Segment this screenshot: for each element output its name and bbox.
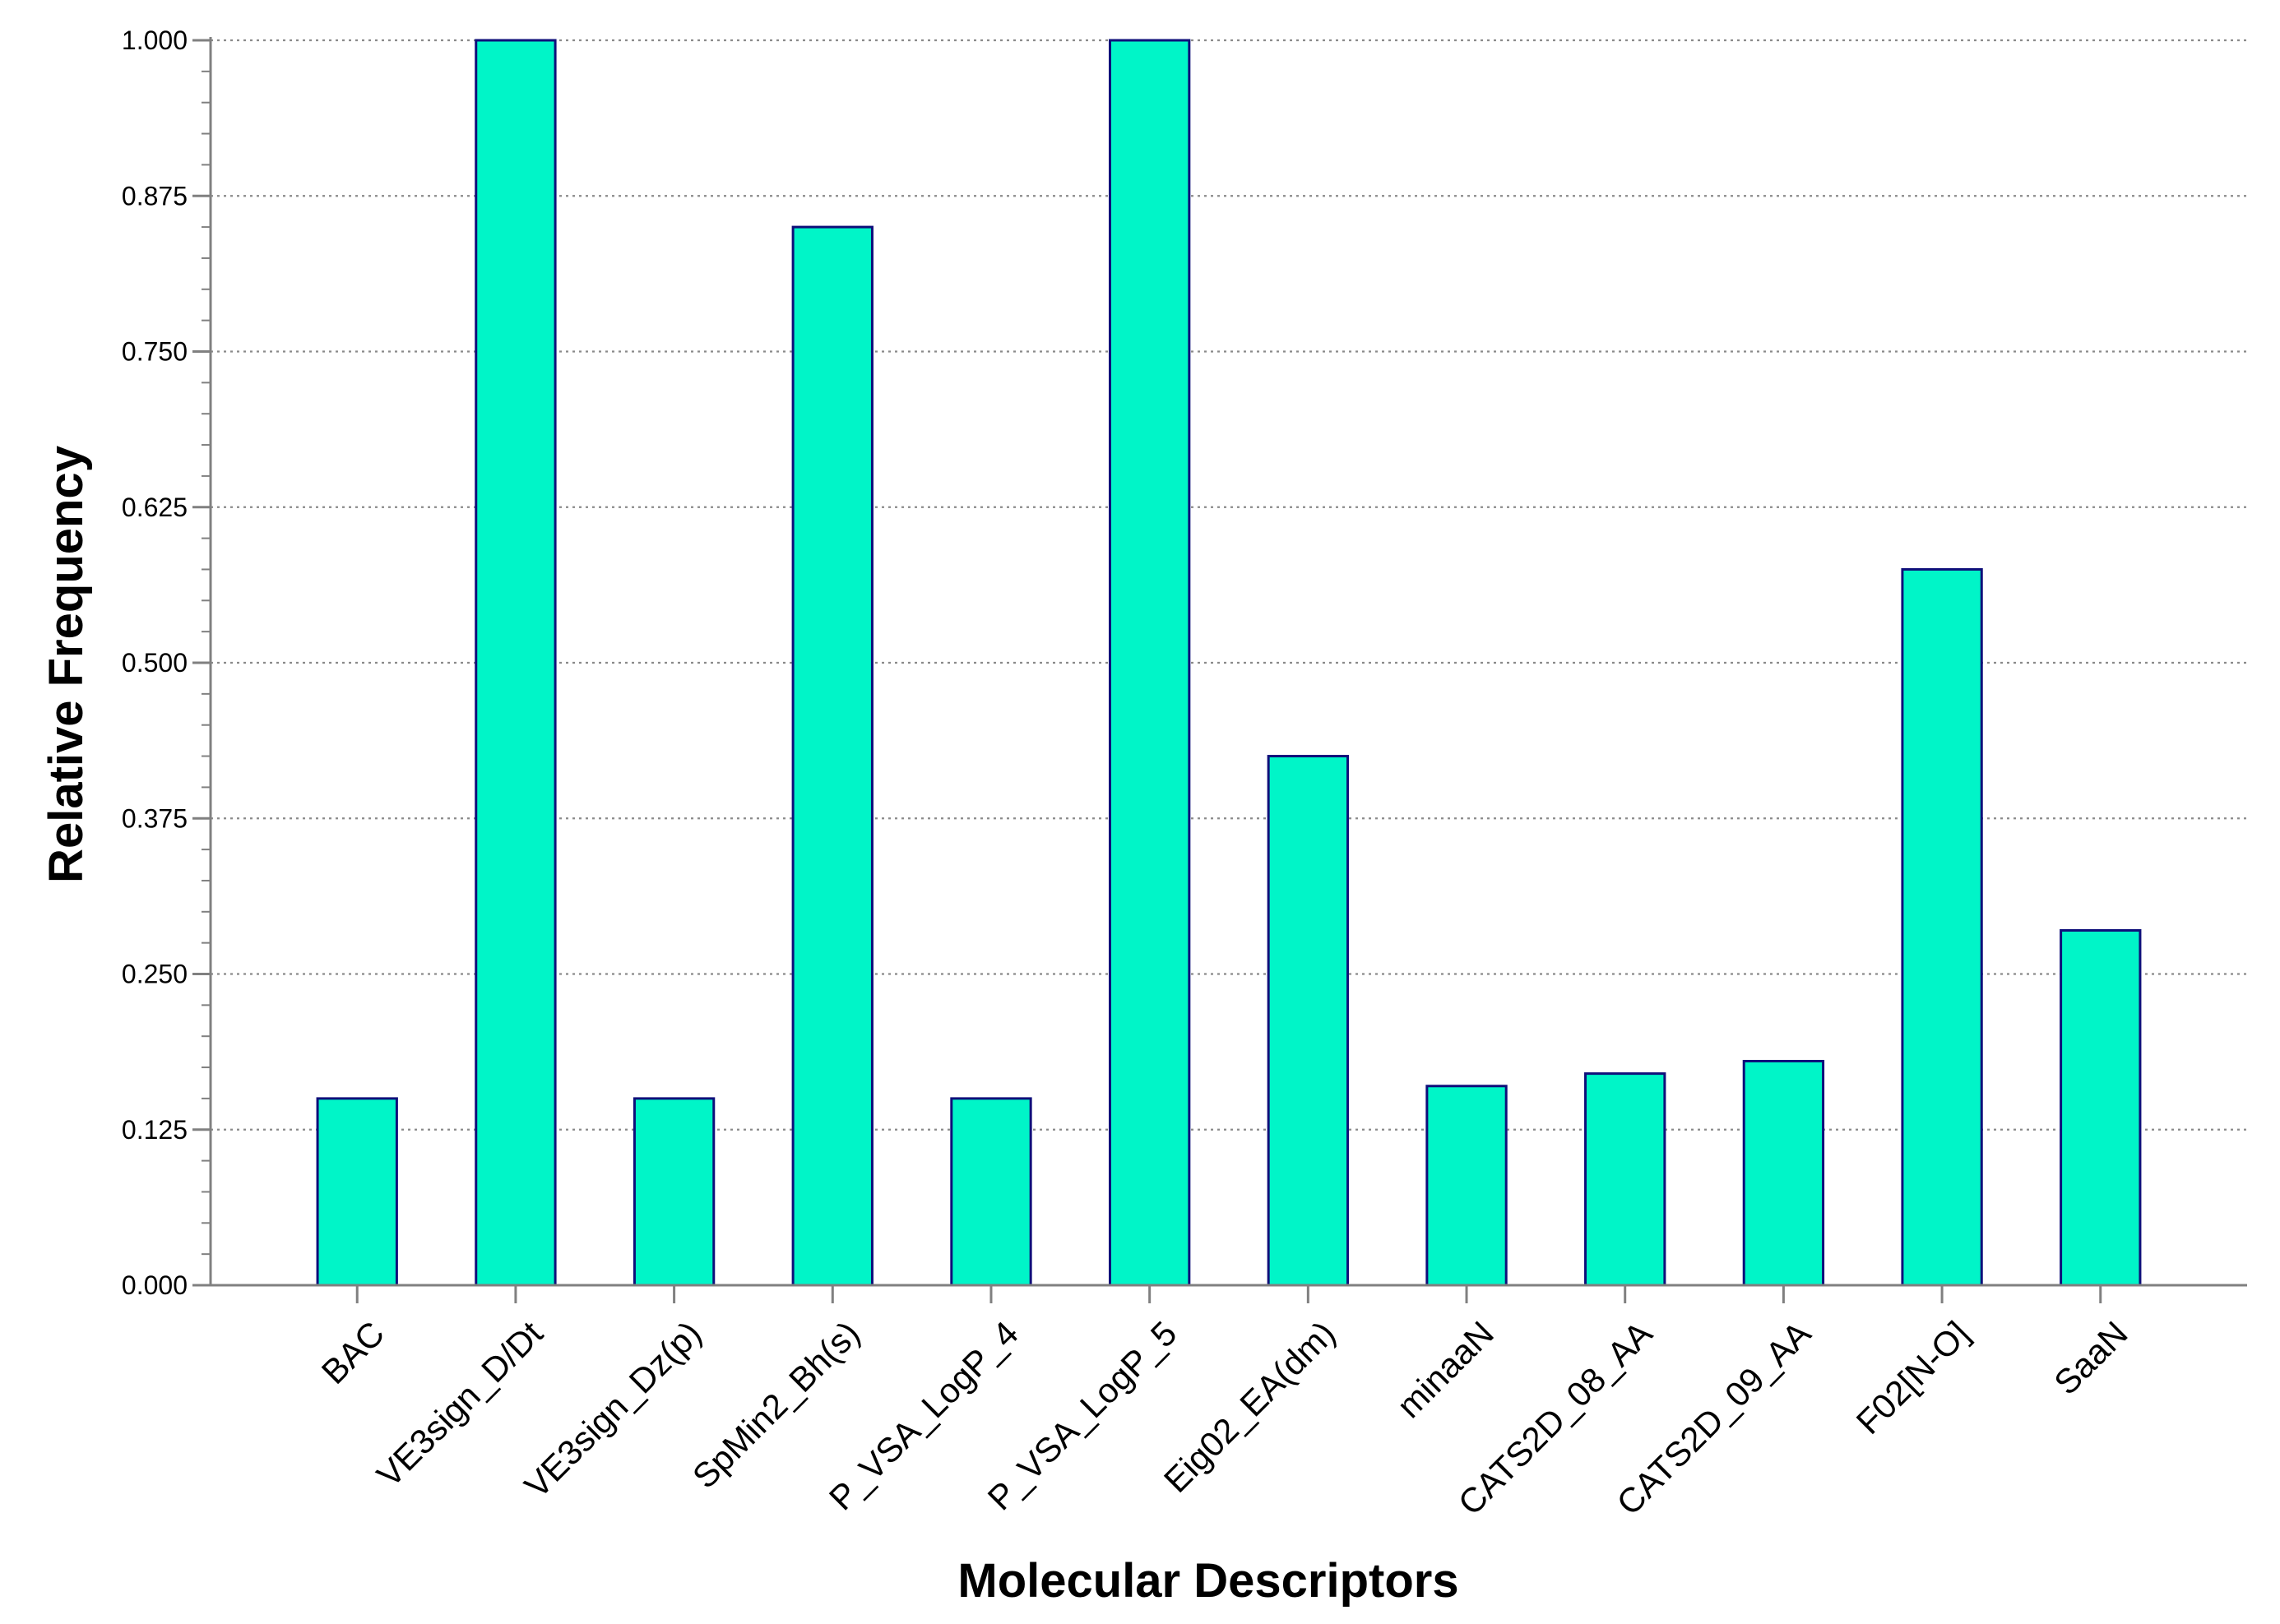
- bar-cats2d-08-aa: [1584, 1072, 1666, 1287]
- bar-f02-n-o: [1901, 567, 1983, 1287]
- x-tick-label: F02[N-O]: [1849, 1314, 1976, 1441]
- x-tick-label: minaaN: [1389, 1314, 1501, 1426]
- bar-ve3sign-dz-p: [633, 1097, 716, 1287]
- y-axis-title: Relative Frequency: [39, 446, 93, 883]
- bar-ve3sign-d-dt: [475, 39, 557, 1287]
- y-tick-label: 0.625: [122, 493, 188, 522]
- bar-minaan: [1425, 1085, 1508, 1287]
- y-tick-label: 0.750: [122, 337, 188, 367]
- y-tick-label: 0.250: [122, 960, 188, 989]
- y-tick-label: 0.875: [122, 181, 188, 211]
- y-tick-label: 0.000: [122, 1270, 188, 1300]
- x-tick-label: SpMin2_Bh(s): [685, 1314, 867, 1496]
- axes: [192, 37, 2247, 1303]
- y-tick-label: 0.375: [122, 803, 188, 833]
- bar-p-vsa-logp-5: [1108, 39, 1191, 1287]
- y-tick-label: 1.000: [122, 25, 188, 55]
- x-tick-label: SaaN: [2046, 1314, 2135, 1403]
- bars: [316, 39, 2142, 1287]
- y-tick-label: 0.500: [122, 648, 188, 678]
- x-tick-label: BAC: [314, 1314, 392, 1391]
- y-tick-label: 0.125: [122, 1115, 188, 1145]
- bar-cats2d-09-aa: [1742, 1059, 1825, 1287]
- x-axis-title: Molecular Descriptors: [957, 1554, 1458, 1608]
- bar-bac: [316, 1097, 398, 1287]
- bar-p-vsa-logp-4: [950, 1097, 1032, 1287]
- bar-eig02-ea-dm: [1267, 755, 1350, 1287]
- x-tick-label: Eig02_EA(dm): [1156, 1314, 1342, 1500]
- bar-spmin2-bh-s: [791, 225, 874, 1287]
- x-tick-label: VE3sign_D/Dt: [369, 1313, 550, 1494]
- bar-saan: [2060, 929, 2142, 1287]
